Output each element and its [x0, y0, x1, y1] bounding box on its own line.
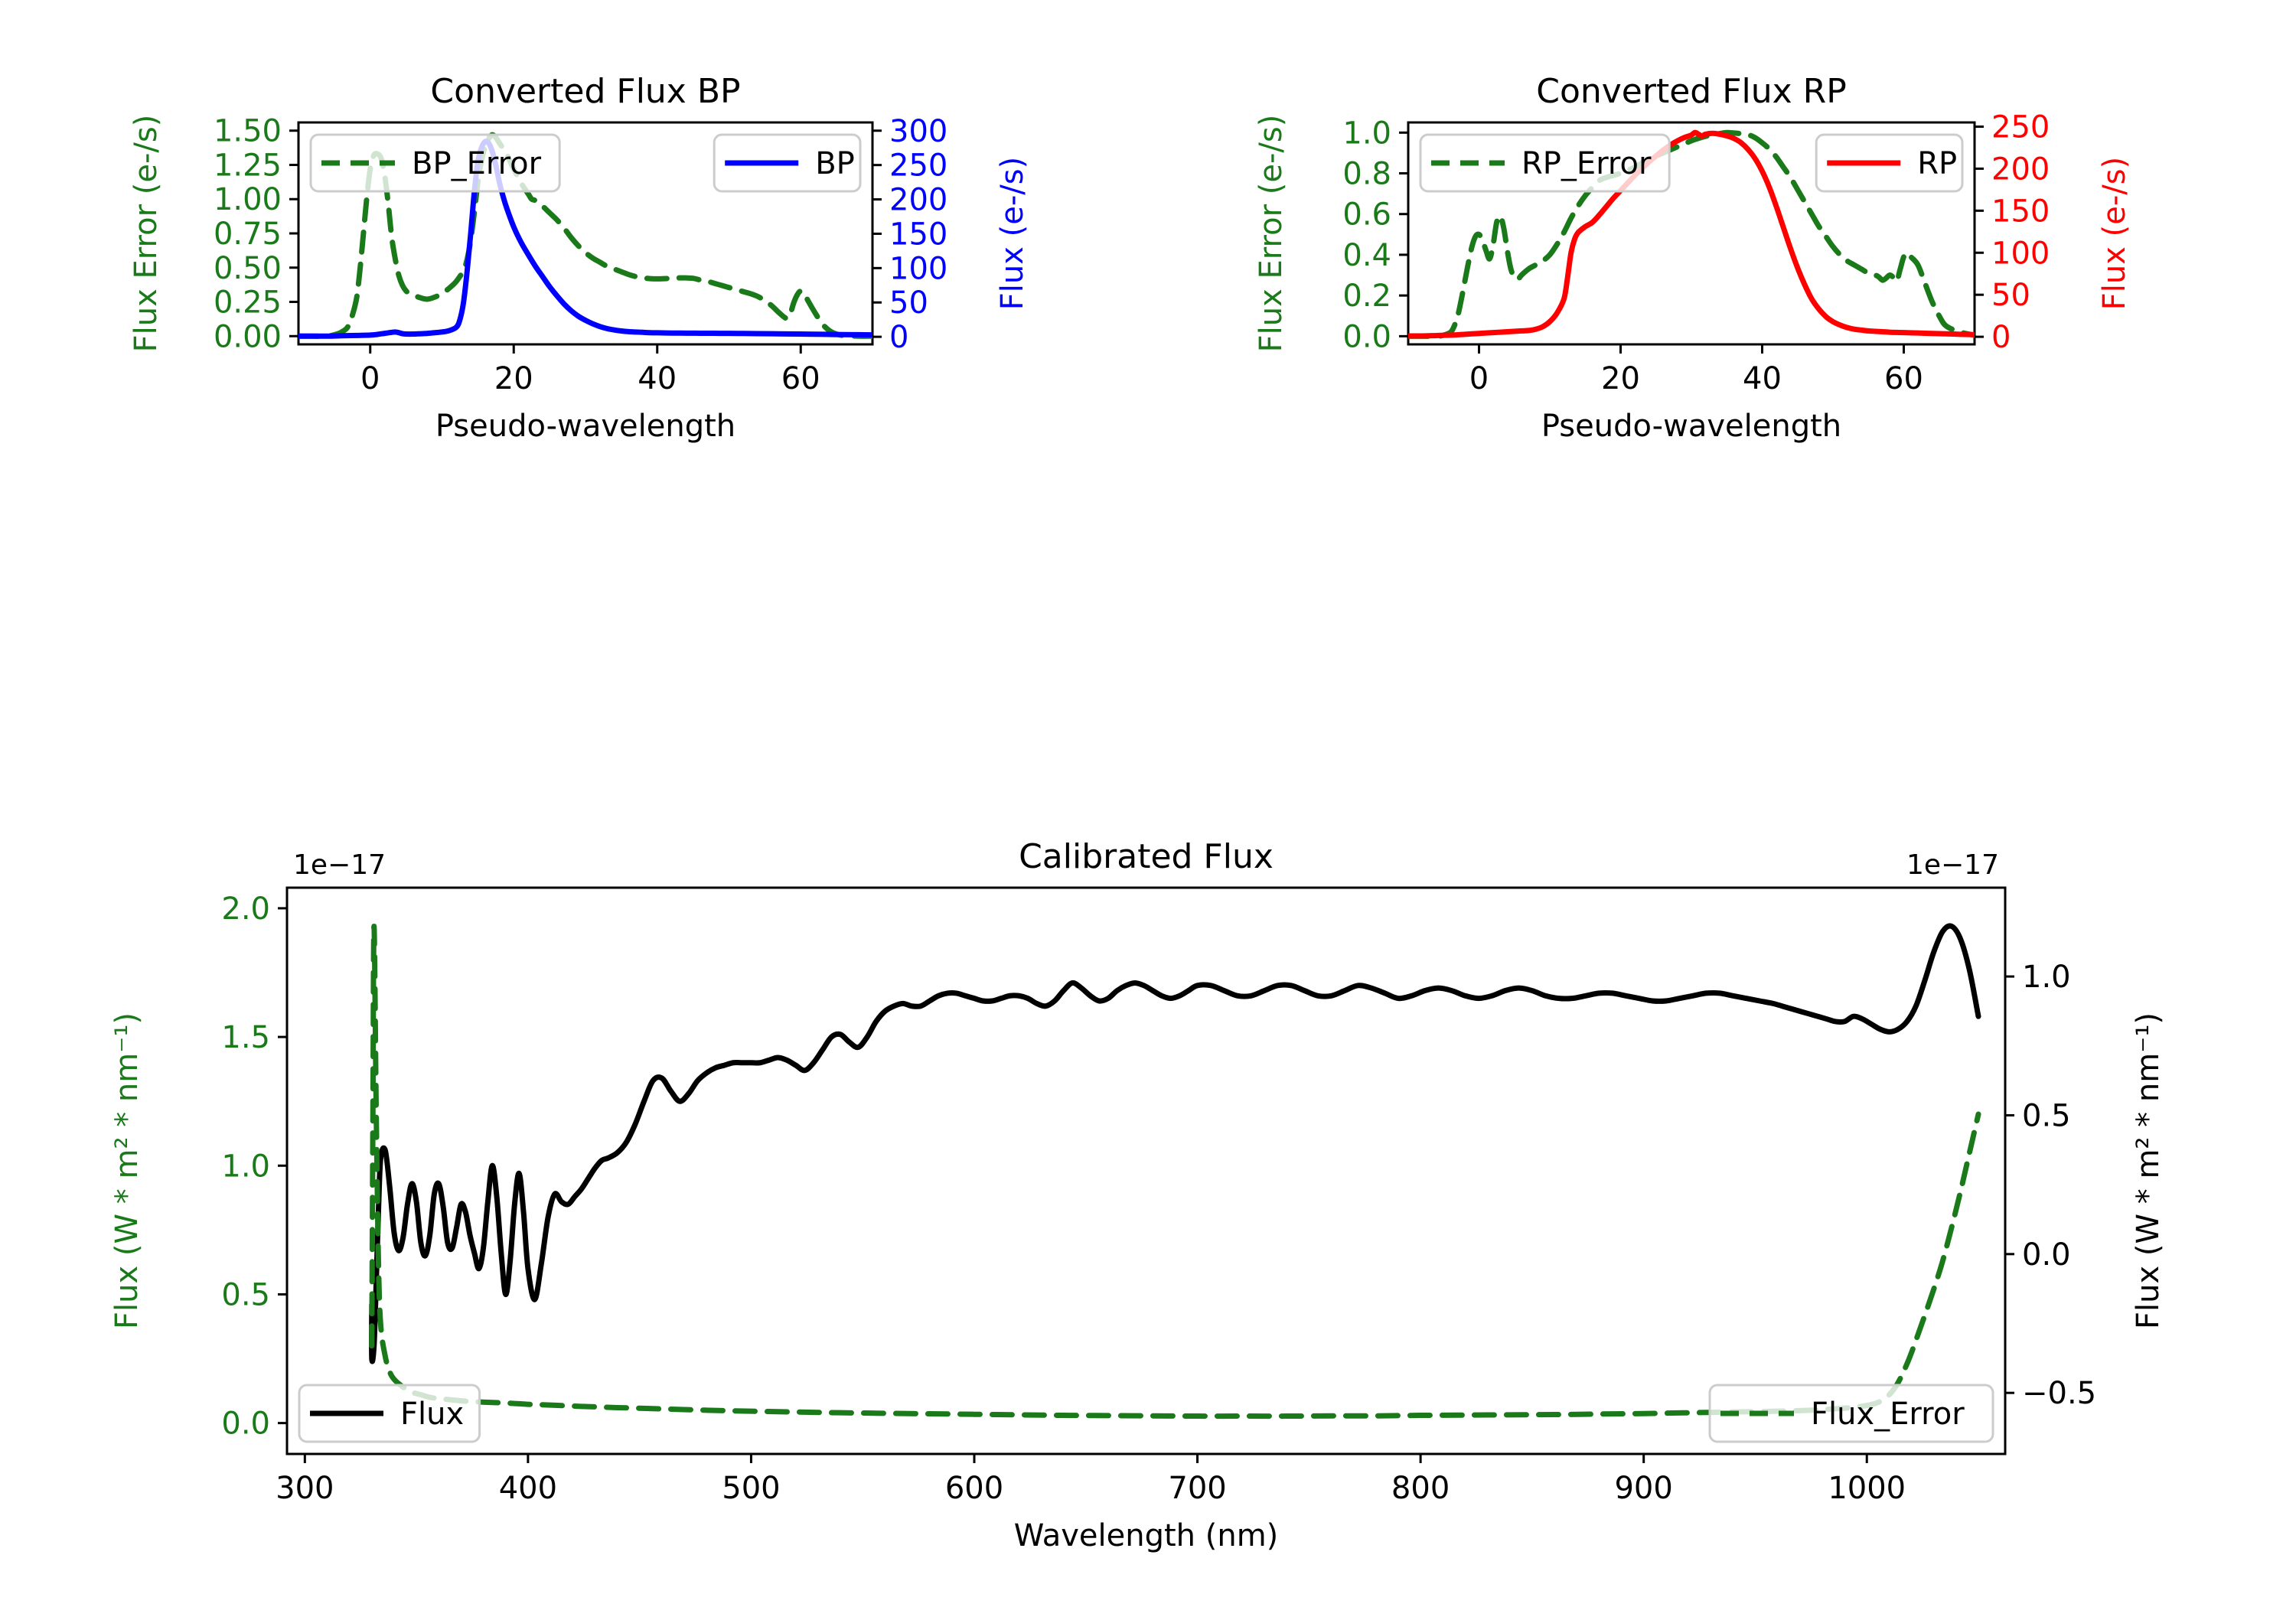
converted-flux-rp-svg: Converted Flux RP 0 20 40 60 0.0 0.2 0.4 0.6 0.8 1… — [1254, 72, 2132, 444]
calibrated-flux-legend-box-left — [298, 1384, 481, 1443]
calibrated-flux-legend-box-right — [1708, 1384, 1994, 1443]
converted-flux-rp-legend-box-left — [1419, 133, 1671, 193]
calibrated-flux-yticklabel-left-2: 1.0 — [221, 1149, 270, 1184]
converted-flux-bp-xticklabel-3: 60 — [781, 361, 820, 396]
calibrated-flux-yticklabel-right-0: −0.5 — [2022, 1376, 2096, 1411]
converted-flux-bp-xticklabel-0: 0 — [360, 361, 380, 396]
converted-flux-rp-legend-left[interactable]: RP_Error — [1419, 133, 1671, 193]
converted-flux-bp-legend-right[interactable]: BP — [713, 133, 862, 193]
converted-flux-rp-xlabel: Pseudo-wavelength — [1541, 409, 1841, 444]
converted-flux-bp-yticklabel-right-6: 300 — [889, 114, 947, 149]
calibrated-flux-xticklabel-3: 600 — [945, 1471, 1003, 1506]
calibrated-flux-plot-frame — [285, 886, 2007, 1455]
converted-flux-rp-xticklabel-2: 40 — [1743, 361, 1782, 396]
calibrated-flux-svg: Calibrated Flux 1e−17 1e−17 300 400 500 600 700… — [109, 837, 2166, 1553]
converted-flux-rp-yticklabel-left-4: 0.8 — [1342, 157, 1391, 192]
converted-flux-bp-yticklabel-left-0: 0.00 — [214, 319, 282, 354]
converted-flux-rp-yticklabel-right-4: 200 — [1991, 152, 2050, 187]
calibrated-flux-yticklabel-left-4: 2.0 — [221, 892, 270, 927]
converted-flux-rp-series-rp_error — [1408, 129, 1975, 339]
converted-flux-rp-xticklabel-3: 60 — [1884, 361, 1923, 396]
converted-flux-bp-ylabel: Flux Error (e-/s) — [129, 115, 164, 353]
calibrated-flux-ylabel-right: Flux (W * m² * nm⁻¹) — [2131, 1012, 2166, 1329]
calibrated-flux-xticklabel-6: 900 — [1614, 1471, 1672, 1506]
converted-flux-bp-yticklabel-right-4: 200 — [889, 183, 947, 218]
converted-flux-bp-legend-label-right: BP — [815, 146, 855, 181]
calibrated-flux-y-offset-label-right: 1e−17 — [1906, 849, 1999, 881]
converted-flux-rp-title: Converted Flux RP — [1536, 72, 1847, 111]
converted-flux-rp-legend-label-right: RP — [1917, 146, 1957, 181]
converted-flux-rp-yticklabel-left-0: 0.0 — [1342, 319, 1391, 354]
converted-flux-rp-ylabel: Flux Error (e-/s) — [1254, 115, 1289, 353]
calibrated-panel: Calibrated Flux 1e−17 1e−17 300 400 500 600 700… — [0, 834, 2296, 1599]
converted-flux-rp-series-rp — [1408, 129, 1975, 339]
converted-flux-rp-legend-label-left: RP_Error — [1521, 146, 1652, 181]
bp-panel: Converted Flux BP 0 20 40 60 0.00 0.25 0.50 0.75… — [0, 72, 1194, 451]
converted-flux-bp-yticklabel-right-0: 0 — [889, 320, 908, 355]
calibrated-flux-yticklabel-left-3: 1.5 — [221, 1020, 270, 1055]
converted-flux-rp-yticklabel-left-1: 0.2 — [1342, 279, 1391, 314]
converted-flux-bp-yticklabel-left-3: 0.75 — [214, 217, 282, 252]
calibrated-flux-legend-right[interactable]: Flux_Error — [1708, 1384, 1994, 1443]
calibrated-flux-y-offset-label: 1e−17 — [293, 849, 386, 881]
converted-flux-bp-svg: Converted Flux BP 0 20 40 60 0.000.250.500.75… — [129, 72, 1030, 444]
converted-flux-bp-yticklabel-left-2: 0.50 — [214, 251, 282, 286]
converted-flux-bp-legend-left[interactable]: BP_Error — [309, 133, 561, 193]
converted-flux-bp-xticklabel-2: 40 — [638, 361, 677, 396]
converted-flux-rp-xticklabel-1: 20 — [1601, 361, 1640, 396]
calibrated-flux-ylabel: Flux (W * m² * nm⁻¹) — [109, 1012, 145, 1329]
calibrated-flux-yticklabel-right-2: 0.5 — [2022, 1098, 2071, 1133]
calibrated-flux-xticklabel-0: 300 — [276, 1471, 334, 1506]
converted-flux-rp-yticklabel-right-0: 0 — [1991, 320, 2011, 355]
converted-flux-bp-yticklabel-left-6: 1.50 — [214, 114, 282, 149]
calibrated-flux-series-group — [369, 923, 1981, 1420]
converted-flux-rp-series-group — [1408, 129, 1975, 339]
calibrated-flux-legend-label-left: Flux — [400, 1397, 464, 1432]
converted-flux-rp-yticklabel-left-3: 0.6 — [1342, 197, 1391, 233]
calibrated-flux-yticklabel-left-0: 0.0 — [221, 1407, 270, 1442]
converted-flux-bp-series-bp — [298, 139, 872, 339]
converted-flux-bp-title: Converted Flux BP — [430, 72, 740, 111]
converted-flux-rp-yticklabel-left-2: 0.4 — [1342, 238, 1391, 273]
calibrated-flux-xticklabel-2: 500 — [722, 1471, 780, 1506]
calibrated-flux-yticklabel-left-1: 0.5 — [221, 1277, 270, 1312]
converted-flux-bp-yticklabel-right-3: 150 — [889, 217, 947, 252]
converted-flux-bp-yticklabel-left-5: 1.25 — [214, 148, 282, 183]
calibrated-flux-xlabel: Wavelength (nm) — [1014, 1518, 1279, 1553]
calibrated-flux-xticklabel-1: 400 — [499, 1471, 557, 1506]
converted-flux-bp-xticklabel-1: 20 — [494, 361, 533, 396]
calibrated-flux-series-flux — [369, 923, 1981, 1364]
converted-flux-rp-xticklabel-0: 0 — [1469, 361, 1489, 396]
converted-flux-bp-series-group — [298, 132, 872, 339]
converted-flux-bp-yticklabel-right-5: 250 — [889, 148, 947, 184]
converted-flux-bp-yticklabel-right-1: 50 — [889, 285, 928, 321]
converted-flux-rp-yticklabel-right-1: 50 — [1991, 278, 2030, 313]
calibrated-flux-xticklabel-7: 1000 — [1828, 1471, 1906, 1506]
calibrated-flux-yticklabel-right-3: 1.0 — [2022, 960, 2071, 995]
converted-flux-bp-legend-label-left: BP_Error — [412, 146, 542, 181]
calibrated-flux-legend-left[interactable]: Flux — [298, 1384, 481, 1443]
calibrated-flux-title: Calibrated Flux — [1019, 837, 1274, 876]
converted-flux-bp-legend-box-left — [309, 133, 561, 193]
calibrated-flux-xticklabel-4: 700 — [1168, 1471, 1226, 1506]
calibrated-flux-legend-label-right: Flux_Error — [1811, 1397, 1965, 1432]
converted-flux-rp-legend-right[interactable]: RP — [1815, 133, 1964, 193]
converted-flux-bp-yticklabel-right-2: 100 — [889, 251, 947, 286]
converted-flux-rp-plot-frame — [1407, 121, 1976, 346]
rp-panel: Converted Flux RP 0 20 40 60 0.0 0.2 0.4 0.6 0.8 1… — [1102, 72, 2296, 451]
converted-flux-rp-yticklabel-right-2: 100 — [1991, 236, 2050, 271]
converted-flux-rp-yticklabel-right-3: 150 — [1991, 194, 2050, 229]
converted-flux-rp-ylabel-right: Flux (e-/s) — [2097, 157, 2132, 310]
converted-flux-rp-yticklabel-right-5: 250 — [1991, 109, 2050, 145]
converted-flux-bp-ylabel-right: Flux (e-/s) — [995, 157, 1030, 310]
converted-flux-bp-series-bp_error — [298, 132, 872, 339]
converted-flux-bp-yticklabel-left-1: 0.25 — [214, 285, 282, 321]
converted-flux-bp-yticklabel-left-4: 1.00 — [214, 182, 282, 217]
calibrated-flux-xticklabel-5: 800 — [1391, 1471, 1450, 1506]
converted-flux-rp-yticklabel-left-5: 1.0 — [1342, 116, 1391, 151]
converted-flux-bp-xlabel: Pseudo-wavelength — [435, 409, 735, 444]
calibrated-flux-yticklabel-right-1: 0.0 — [2022, 1237, 2071, 1273]
